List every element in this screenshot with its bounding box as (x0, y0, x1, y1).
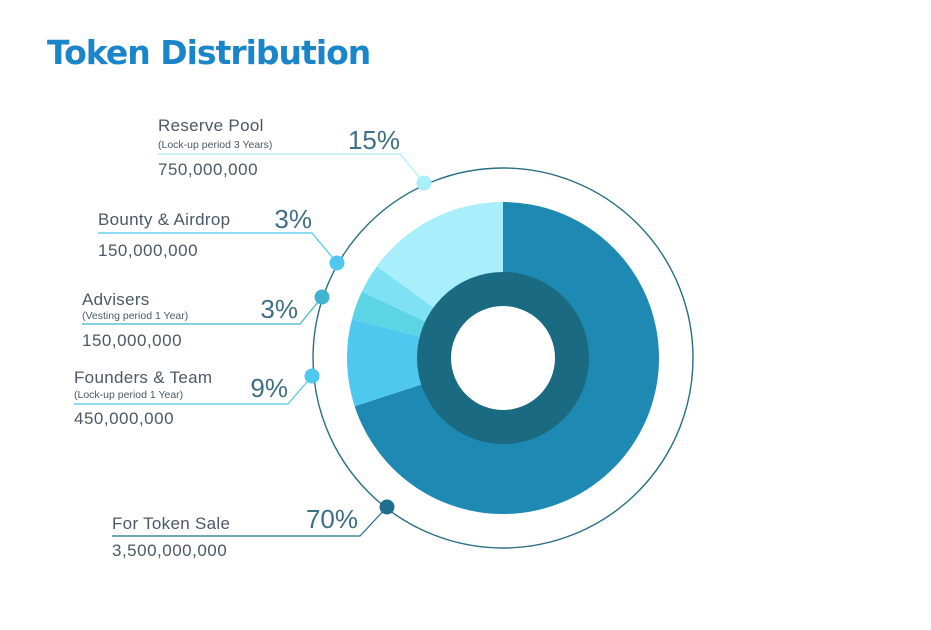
leader-line (98, 232, 338, 264)
slice-name: Bounty & Airdrop (98, 210, 230, 229)
slice-name: Founders & Team (74, 368, 212, 387)
marker-dot (416, 175, 432, 191)
slice-label-group-3: Bounty & Airdrop 150,000,000 3% (98, 204, 345, 271)
leader-line (158, 153, 425, 184)
slice-amount: 150,000,000 (98, 241, 198, 260)
marker-dot (379, 499, 395, 515)
slice-label-group-2: Advisers(Vesting period 1 Year) 150,000,0… (82, 289, 330, 350)
slice-amount: 150,000,000 (82, 331, 182, 350)
outer-ring (312, 167, 694, 549)
slice-subtitle: (Lock-up period 3 Years) (158, 139, 272, 151)
slice-subtitle: (Vesting period 1 Year) (82, 310, 188, 322)
pie-layer (347, 202, 659, 514)
leader-line (74, 375, 313, 405)
labels-layer: For Token Sale 3,500,000,000 70% Founders &… (74, 116, 432, 560)
center-hole (451, 306, 555, 410)
slice-label-group-1: Founders & Team (Lock-up period 1 Year) 45… (74, 368, 320, 428)
slice-name: For Token Sale (112, 514, 230, 533)
ring-layer (312, 167, 694, 549)
marker-dot (314, 289, 330, 305)
leader-line (82, 296, 323, 325)
slice-percent: 70% (306, 504, 358, 534)
slice-name: Advisers (82, 290, 150, 309)
marker-dot (329, 255, 345, 271)
slice-name: Reserve Pool (158, 116, 264, 135)
slice-percent: 15% (348, 125, 400, 155)
slice-amount: 450,000,000 (74, 409, 174, 428)
slice-subtitle: (Lock-up period 1 Year) (74, 389, 183, 401)
slice-percent: 3% (274, 204, 312, 234)
slice-percent: 3% (260, 294, 298, 324)
slice-percent: 9% (250, 373, 288, 403)
slice-amount: 3,500,000,000 (112, 541, 227, 560)
marker-dot (304, 368, 320, 384)
slice-label-group-4: Reserve Pool (Lock-up period 3 Years) 750,… (158, 116, 432, 191)
slice-amount: 750,000,000 (158, 160, 258, 179)
slice-label-group-0: For Token Sale 3,500,000,000 70% (112, 499, 395, 560)
page-title: Token Distribution (47, 33, 370, 72)
leader-line (112, 506, 388, 537)
